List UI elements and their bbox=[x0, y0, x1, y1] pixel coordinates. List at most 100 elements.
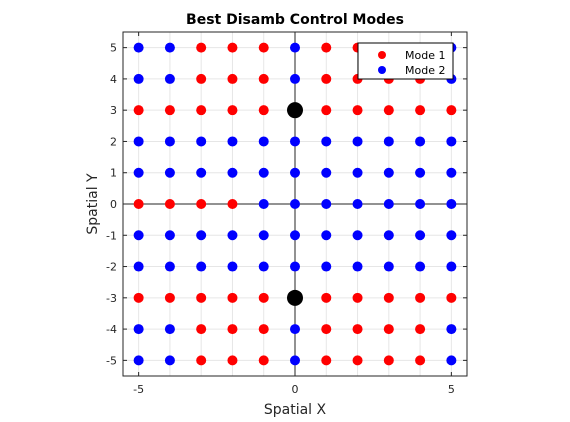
mode-1-point bbox=[258, 105, 269, 116]
mode-1-point bbox=[415, 355, 426, 366]
mode-1-point bbox=[258, 42, 269, 53]
y-tick-label: 5 bbox=[110, 42, 117, 55]
x-tick-label: 0 bbox=[292, 383, 299, 396]
y-tick-label: -3 bbox=[106, 292, 117, 305]
mode-1-point bbox=[133, 105, 144, 116]
y-tick-label: 4 bbox=[110, 73, 117, 86]
mode-2-point bbox=[164, 355, 175, 366]
mode-2-point bbox=[415, 136, 426, 147]
chart-title: Best Disamb Control Modes bbox=[186, 12, 404, 28]
mode-1-point bbox=[164, 292, 175, 303]
mode-1-point bbox=[383, 324, 394, 335]
mode-2-point bbox=[258, 230, 269, 241]
mode-2-point bbox=[133, 230, 144, 241]
mode-1-point bbox=[196, 42, 207, 53]
mode-1-point bbox=[133, 199, 144, 209]
y-tick-label: -5 bbox=[106, 354, 117, 367]
mode-2-point bbox=[258, 167, 269, 178]
mode-2-point bbox=[164, 261, 175, 272]
mode-1-point bbox=[164, 199, 175, 209]
mode-1-point bbox=[446, 105, 457, 116]
mode-2-point bbox=[321, 136, 332, 147]
mode-1-point bbox=[258, 324, 269, 335]
mode-1-point bbox=[321, 292, 332, 303]
mode-1-point bbox=[227, 42, 238, 53]
mode-2-point bbox=[446, 167, 457, 178]
mode-2-point bbox=[290, 199, 300, 209]
mode-2-point bbox=[133, 136, 144, 147]
mode-1-point bbox=[227, 355, 238, 366]
mode-2-point bbox=[227, 136, 238, 147]
legend-label-mode-1: Mode 1 bbox=[405, 49, 445, 62]
mode-2-point bbox=[446, 136, 457, 147]
y-tick-label: -1 bbox=[106, 229, 117, 242]
data-points bbox=[133, 42, 457, 366]
mode-2-point bbox=[133, 73, 144, 84]
mode-2-point bbox=[383, 261, 394, 272]
mode-1-point bbox=[321, 105, 332, 116]
mode-2-point bbox=[164, 230, 175, 241]
tick-labels: -5 -4 -3 -2 -1 0 1 2 3 4 5 -5 0 5 bbox=[106, 42, 455, 396]
mode-2-point bbox=[352, 230, 363, 241]
mode-2-point bbox=[133, 261, 144, 272]
mode-1-point bbox=[258, 292, 269, 303]
mode-1-point bbox=[196, 355, 207, 366]
mode-2-point bbox=[290, 73, 300, 84]
mode-1-point bbox=[321, 42, 332, 53]
x-tick-label: -5 bbox=[133, 383, 144, 396]
mode-2-point bbox=[383, 199, 394, 209]
mode-2-point bbox=[415, 261, 426, 272]
mode-2-point bbox=[321, 167, 332, 178]
mode-1-point bbox=[321, 324, 332, 335]
mode-2-point bbox=[258, 136, 269, 147]
legend-box bbox=[357, 42, 454, 80]
mode-1-point bbox=[383, 105, 394, 116]
mode-2-point bbox=[196, 167, 207, 178]
x-axis-label: Spatial X bbox=[264, 402, 327, 418]
y-tick-label: 0 bbox=[110, 198, 117, 211]
y-tick-label: 2 bbox=[110, 135, 117, 148]
mode-2-point bbox=[415, 230, 426, 241]
mode-2-point bbox=[446, 261, 457, 272]
legend-label-mode-2: Mode 2 bbox=[405, 64, 445, 77]
mode-2-point bbox=[290, 42, 300, 53]
mode-2-point bbox=[415, 167, 426, 178]
mode-1-point bbox=[415, 324, 426, 335]
y-tick-label: -2 bbox=[106, 261, 117, 274]
mode-2-point bbox=[383, 167, 394, 178]
mode-2-point bbox=[446, 199, 457, 209]
mode-2-point bbox=[383, 230, 394, 241]
mode-1-point bbox=[352, 105, 363, 116]
mode-2-point bbox=[290, 355, 300, 366]
mode-2-point bbox=[352, 167, 363, 178]
mode-1-point bbox=[321, 355, 332, 366]
mode-2-point bbox=[352, 261, 363, 272]
mode-1-point bbox=[415, 105, 426, 116]
legend: Mode 1 Mode 2 bbox=[357, 42, 454, 80]
mode-2-point bbox=[164, 136, 175, 147]
y-axis-label: Spatial Y bbox=[85, 173, 101, 235]
mode-2-point bbox=[352, 199, 363, 209]
mode-1-point bbox=[196, 199, 207, 209]
mode-1-point bbox=[227, 324, 238, 335]
mode-1-point bbox=[258, 355, 269, 366]
mode-1-point bbox=[227, 292, 238, 303]
mode-2-point bbox=[290, 261, 300, 272]
mode-2-point bbox=[446, 230, 457, 241]
mode-2-point bbox=[133, 355, 144, 366]
mode-2-point bbox=[164, 324, 175, 335]
mode-1-point bbox=[415, 292, 426, 303]
mode-1-point bbox=[446, 292, 457, 303]
mode-2-point bbox=[258, 261, 269, 272]
mode-2-point bbox=[196, 136, 207, 147]
mode-2-point bbox=[258, 199, 269, 209]
mode-1-point bbox=[258, 73, 269, 84]
mode-2-point bbox=[227, 261, 238, 272]
mode-2-point bbox=[164, 167, 175, 178]
mode-1-point bbox=[383, 355, 394, 366]
mode-2-point bbox=[196, 230, 207, 241]
mode-2-point bbox=[446, 324, 457, 335]
legend-marker-mode-2 bbox=[378, 66, 386, 74]
